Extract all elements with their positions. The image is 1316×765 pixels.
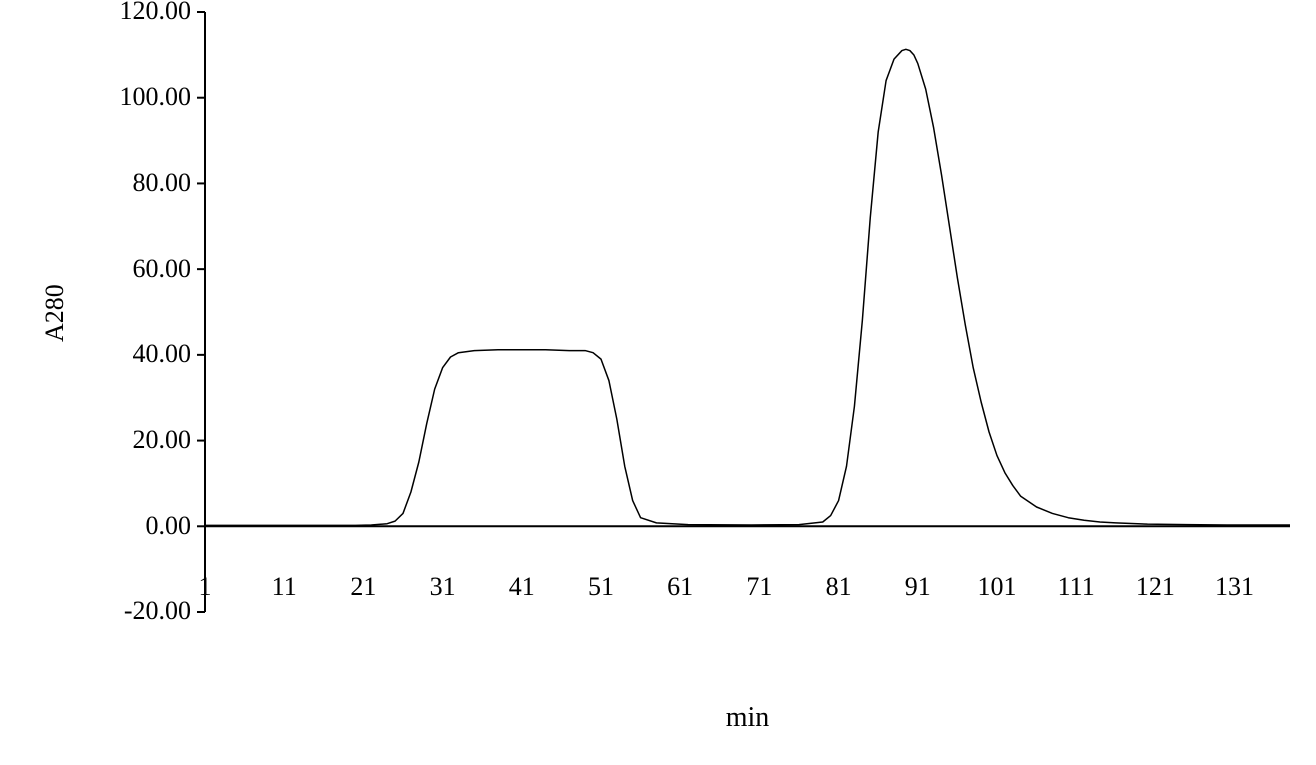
- y-tick-label: 40.00: [133, 339, 192, 369]
- x-tick-label: 71: [746, 572, 772, 602]
- x-tick-label: 101: [977, 572, 1016, 602]
- x-tick-label: 81: [826, 572, 852, 602]
- x-tick-label: 21: [350, 572, 376, 602]
- y-tick-label: 60.00: [133, 254, 192, 284]
- x-tick-label: 31: [430, 572, 456, 602]
- x-tick-label: 41: [509, 572, 535, 602]
- y-tick-label: 0.00: [146, 511, 192, 541]
- x-tick-label: 131: [1215, 572, 1254, 602]
- plot-svg: [0, 0, 1316, 765]
- y-tick-label: 20.00: [133, 425, 192, 455]
- x-tick-label: 61: [667, 572, 693, 602]
- axes: [205, 12, 1290, 612]
- y-tick-label: -20.00: [124, 596, 191, 626]
- x-tick-label: 91: [905, 572, 931, 602]
- y-axis-label: A280: [40, 284, 70, 342]
- y-tick-label: 100.00: [120, 82, 192, 112]
- x-tick-label: 111: [1058, 572, 1095, 602]
- x-tick-label: 121: [1136, 572, 1175, 602]
- chromatogram-trace: [205, 49, 1290, 525]
- x-axis-label: min: [726, 702, 770, 734]
- x-tick-label: 1: [199, 572, 212, 602]
- chromatogram-figure: A280 min -20.00 0.00 20.00 40.00 60.00 80.00 1…: [0, 0, 1316, 765]
- x-tick-label: 51: [588, 572, 614, 602]
- y-tick-label: 120.00: [120, 0, 192, 26]
- x-tick-label: 11: [272, 572, 297, 602]
- y-tick-label: 80.00: [133, 168, 192, 198]
